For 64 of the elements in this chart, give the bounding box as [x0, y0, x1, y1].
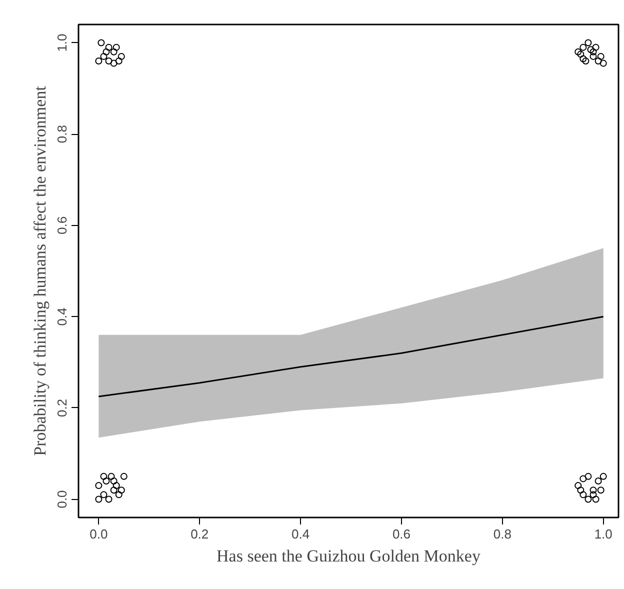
point: [597, 486, 604, 494]
y-tick-label: 0.4: [54, 308, 70, 326]
point: [105, 44, 112, 51]
point: [574, 482, 582, 490]
point: [118, 52, 125, 60]
point: [102, 477, 110, 484]
point: [590, 491, 597, 498]
point: [98, 39, 105, 46]
x-tick-label: 0.4: [292, 526, 310, 542]
point: [102, 48, 110, 56]
point: [100, 52, 108, 60]
point: [110, 60, 118, 67]
point: [594, 477, 602, 484]
y-tick-label: 0.6: [54, 216, 70, 234]
point: [95, 58, 102, 65]
point: [112, 482, 120, 490]
point: [100, 472, 108, 480]
point: [110, 486, 118, 494]
point: [105, 496, 112, 503]
point: [105, 58, 112, 65]
point: [594, 58, 602, 65]
point: [580, 475, 587, 482]
point: [110, 477, 118, 484]
point: [592, 496, 600, 503]
point: [95, 496, 102, 503]
point: [580, 491, 587, 498]
point: [100, 491, 108, 498]
y-axis-title: Probability of thinking humans affect the environment: [30, 86, 50, 456]
point: [592, 44, 600, 51]
point: [584, 472, 592, 480]
x-axis-title: Has seen the Guizhou Golden Monkey: [216, 546, 481, 566]
x-tick-label: 1.0: [594, 526, 612, 542]
point: [115, 491, 122, 498]
y-tick-label: 0.8: [54, 125, 70, 144]
y-tick-label: 0.0: [54, 490, 70, 508]
point: [587, 46, 594, 54]
point: [600, 472, 607, 480]
y-tick-label: 0.2: [54, 398, 70, 417]
point: [582, 58, 590, 65]
point: [95, 482, 102, 490]
point: [590, 486, 597, 494]
point: [580, 44, 587, 51]
point: [597, 52, 604, 60]
point: [110, 48, 118, 56]
point: [584, 39, 592, 46]
y-tick-label: 1.0: [54, 34, 70, 52]
point: [574, 48, 582, 56]
point: [112, 44, 120, 51]
point: [600, 60, 607, 67]
point: [108, 472, 115, 480]
x-tick-label: 0.2: [190, 526, 209, 542]
point: [118, 486, 125, 494]
x-tick-label: 0.6: [392, 526, 411, 542]
point: [590, 52, 597, 60]
point: [120, 472, 128, 480]
point: [577, 50, 584, 58]
point: [577, 486, 584, 494]
line-series: [98, 316, 604, 398]
point: [590, 48, 597, 56]
point: [580, 55, 587, 62]
point: [584, 496, 592, 503]
point: [115, 58, 122, 65]
x-tick-label: 0.8: [493, 526, 512, 542]
x-tick-label: 0.0: [90, 526, 108, 542]
